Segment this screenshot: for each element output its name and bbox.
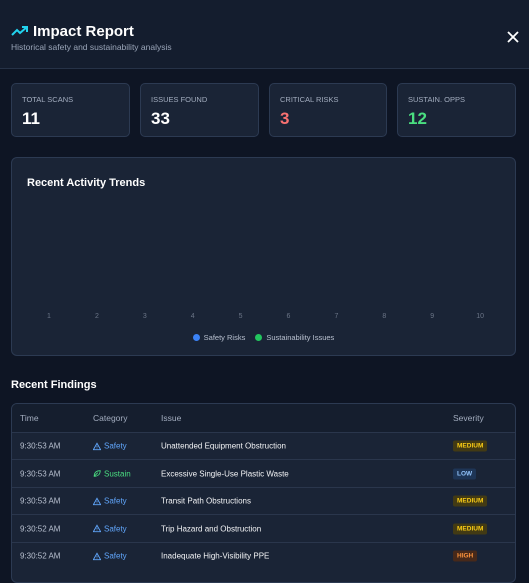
stat-card: TOTAL SCANS 11 bbox=[11, 83, 130, 137]
issue: Excessive Single-Use Plastic Waste bbox=[161, 469, 289, 479]
category-icon bbox=[93, 524, 101, 533]
stat-label: CRITICAL RISKS bbox=[280, 95, 339, 104]
category: Sustain bbox=[93, 469, 131, 478]
legend-swatch bbox=[255, 334, 263, 341]
stat-card: SUSTAIN. OPPS 12 bbox=[397, 83, 516, 137]
table-row: 9:30:53 AM Safety Transit Path Obstruction… bbox=[12, 486, 515, 516]
issue: Unattended Equipment Obstruction bbox=[161, 441, 286, 451]
issue: Inadequate High-Visibility PPE bbox=[161, 551, 270, 561]
time: 9:30:52 AM bbox=[20, 551, 61, 561]
x-tick-label: 8 bbox=[382, 313, 387, 320]
category-icon bbox=[93, 442, 101, 450]
table-row: 9:30:53 AM Sustain Excessive Single-Use Pl… bbox=[12, 459, 515, 488]
category-label: Safety bbox=[104, 496, 127, 506]
subtitle: Historical safety and sustainability ana… bbox=[11, 42, 172, 52]
stat-card: ISSUES FOUND 33 bbox=[140, 83, 259, 137]
stat-value: 12 bbox=[408, 109, 427, 128]
chart-title: Recent Activity Trends bbox=[27, 177, 146, 189]
legend-label: Sustainability Issues bbox=[266, 333, 335, 342]
legend-item: Sustainability Issues bbox=[255, 333, 334, 342]
column-header: Issue bbox=[161, 412, 182, 423]
x-tick-label: 7 bbox=[334, 313, 339, 320]
legend: Safety Risks Sustainability Issues bbox=[12, 333, 515, 342]
legend-swatch bbox=[192, 334, 200, 341]
stat-card: CRITICAL RISKS 3 bbox=[269, 83, 387, 137]
category: Safety bbox=[93, 552, 127, 561]
stat-label: TOTAL SCANS bbox=[22, 95, 74, 104]
x-tick-label: 1 bbox=[47, 313, 51, 320]
time: 9:30:53 AM bbox=[20, 496, 61, 506]
column-header: Time bbox=[20, 412, 39, 423]
issue: Trip Hazard and Obstruction bbox=[161, 524, 262, 534]
close-button[interactable] bbox=[507, 31, 519, 43]
findings-table: Time Category Issue Severity 9:30:53 AM Safet… bbox=[11, 403, 516, 583]
chart-panel: Recent Activity Trends Safety Risks Susta… bbox=[11, 157, 516, 356]
x-tick-label: 2 bbox=[94, 313, 99, 320]
category-icon bbox=[93, 497, 101, 505]
category: Safety bbox=[93, 524, 127, 533]
title: Impact Report bbox=[33, 23, 134, 40]
time: 9:30:52 AM bbox=[20, 524, 61, 534]
legend-label: Safety Risks bbox=[203, 333, 246, 342]
stat-label: SUSTAIN. OPPS bbox=[408, 95, 465, 104]
severity-badge: MEDIUM bbox=[453, 440, 488, 452]
trend-icon bbox=[11, 26, 28, 36]
x-tick-label: 6 bbox=[286, 313, 291, 320]
stat-label: ISSUES FOUND bbox=[151, 95, 208, 104]
time: 9:30:53 AM bbox=[20, 441, 61, 451]
category-icon bbox=[93, 552, 101, 560]
issue: Transit Path Obstructions bbox=[161, 496, 251, 506]
stat-value: 11 bbox=[22, 109, 40, 128]
stat-value: 33 bbox=[151, 109, 170, 128]
table-row: 9:30:52 AM Safety Inadequate High-Visibili… bbox=[12, 541, 515, 571]
x-tick-label: 9 bbox=[430, 313, 435, 320]
header: Impact Report Historical safety and sust… bbox=[0, 0, 529, 69]
severity-badge: HIGH bbox=[453, 550, 478, 562]
category-icon bbox=[93, 470, 101, 478]
severity-badge: MEDIUM bbox=[453, 523, 488, 535]
x-tick-label: 3 bbox=[142, 313, 147, 320]
table-row: 9:30:52 AM Safety Trip Hazard and Obstruct… bbox=[12, 514, 515, 543]
section-title: Recent Findings bbox=[11, 379, 97, 391]
stat-value: 3 bbox=[280, 109, 290, 128]
category-label: Safety bbox=[104, 524, 127, 534]
category: Safety bbox=[93, 497, 127, 506]
severity-badge: LOW bbox=[453, 468, 477, 480]
column-header: Severity bbox=[453, 412, 484, 423]
x-tick-label: 10 bbox=[476, 313, 484, 320]
category-label: Sustain bbox=[104, 469, 131, 479]
table-row: 9:30:53 AM Safety Unattended Equipment Obs… bbox=[12, 431, 515, 461]
category-label: Safety bbox=[104, 551, 127, 561]
category: Safety bbox=[93, 442, 127, 451]
severity-badge: MEDIUM bbox=[453, 495, 488, 507]
header-row: Time Category Issue Severity bbox=[12, 404, 515, 432]
time: 9:30:53 AM bbox=[20, 469, 61, 479]
category-label: Safety bbox=[104, 441, 127, 451]
x-tick-label: 5 bbox=[238, 313, 243, 320]
x-tick-label: 4 bbox=[190, 313, 195, 320]
column-header: Category bbox=[93, 412, 128, 423]
legend-item: Safety Risks bbox=[192, 333, 246, 342]
